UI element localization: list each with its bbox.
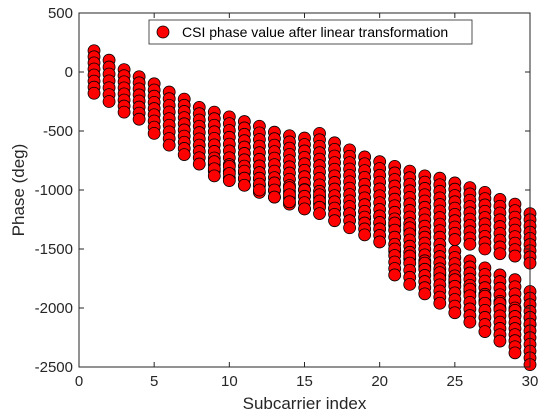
x-axis-title: Subcarrier index (243, 394, 367, 413)
data-point (463, 315, 477, 329)
x-tick-label: 5 (150, 373, 158, 390)
legend-marker (156, 25, 170, 39)
x-tick-label: 15 (296, 373, 313, 390)
data-point (388, 268, 402, 282)
data-point (508, 249, 522, 263)
data-point (283, 195, 296, 209)
data-point (237, 178, 251, 192)
data-point (343, 221, 357, 235)
data-point (177, 148, 191, 162)
y-tick-label: -2500 (35, 359, 73, 376)
legend-label: CSI phase value after linear transformat… (182, 24, 448, 40)
data-point (192, 157, 206, 171)
y-axis-ticks: 500 0 -500 -1000 -1500 -2000 -2500 (35, 5, 530, 376)
data-point (493, 247, 507, 261)
data-point (373, 235, 387, 249)
y-tick-label: 0 (65, 64, 73, 81)
data-point (252, 183, 266, 197)
data-point (448, 233, 462, 246)
data-point (403, 277, 417, 291)
data-point (358, 228, 372, 242)
x-tick-label: 20 (371, 373, 388, 390)
x-tick-label: 30 (522, 373, 539, 390)
data-point (268, 190, 281, 204)
data-point (162, 138, 176, 152)
data-point (87, 86, 101, 100)
data-point (478, 242, 492, 256)
data-point (478, 325, 492, 339)
data-point (207, 169, 221, 183)
data-points (87, 44, 537, 372)
y-tick-label: -500 (43, 123, 73, 140)
data-point (493, 334, 507, 348)
data-point (147, 126, 161, 140)
data-point (132, 112, 146, 126)
x-tick-label: 25 (446, 373, 463, 390)
data-point (313, 207, 326, 221)
x-tick-label: 10 (221, 373, 238, 390)
y-tick-label: -1500 (35, 241, 73, 258)
y-axis-title: Phase (deg) (9, 144, 28, 237)
data-point (448, 306, 462, 320)
data-point (222, 174, 236, 187)
data-point (298, 202, 311, 216)
data-point (418, 287, 432, 301)
data-point (117, 105, 131, 119)
x-tick-label: 0 (75, 373, 83, 390)
data-point (463, 237, 477, 251)
data-point (102, 95, 116, 108)
legend-box (148, 19, 473, 45)
y-tick-label: -2000 (35, 300, 73, 317)
y-tick-label: -1000 (35, 182, 73, 199)
y-tick-label: 500 (48, 5, 73, 22)
x-axis-ticks: 0 5 10 15 20 25 30 (75, 13, 539, 390)
data-point (508, 346, 522, 360)
data-point (433, 296, 447, 310)
legend: CSI phase value after linear transformat… (148, 19, 473, 45)
data-point (328, 214, 341, 228)
